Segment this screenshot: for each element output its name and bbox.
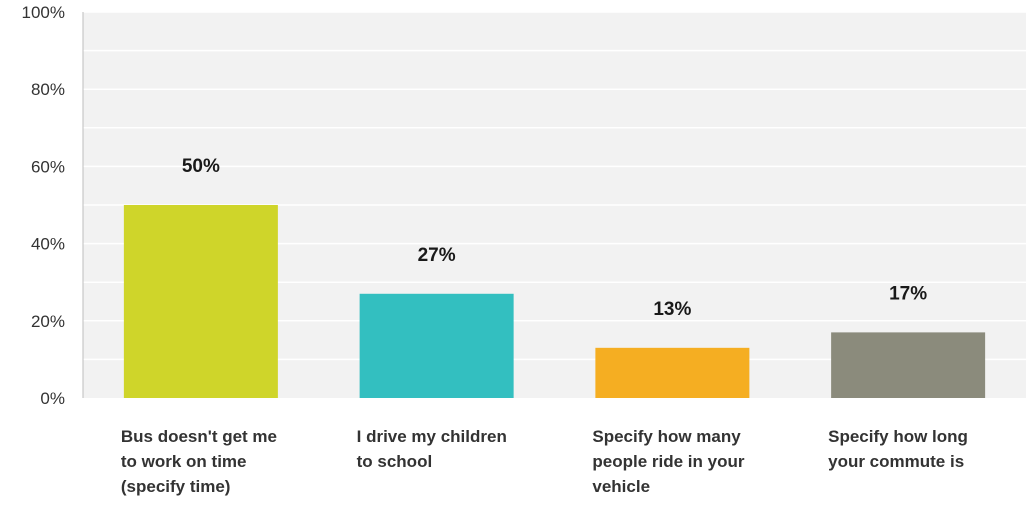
category-label: Specify how many people ride in your veh… — [592, 427, 745, 496]
y-tick-label: 20% — [31, 312, 65, 331]
bar — [359, 293, 514, 398]
y-tick-label: 60% — [31, 157, 65, 176]
category-label: Specify how long your commute is — [828, 427, 968, 471]
category-label: Bus doesn't get me to work on time (spec… — [120, 427, 277, 496]
bar — [831, 332, 986, 398]
y-tick-label: 80% — [31, 80, 65, 99]
data-label: 27% — [418, 245, 456, 266]
data-label: 13% — [653, 299, 691, 320]
category-label: I drive my children to school — [356, 427, 507, 471]
bar — [123, 205, 278, 398]
y-tick-label: 0% — [40, 389, 65, 408]
data-label: 50% — [182, 156, 220, 177]
bar — [595, 347, 750, 398]
y-tick-label: 100% — [22, 3, 65, 22]
y-tick-label: 40% — [31, 235, 65, 254]
data-label: 17% — [889, 283, 927, 304]
